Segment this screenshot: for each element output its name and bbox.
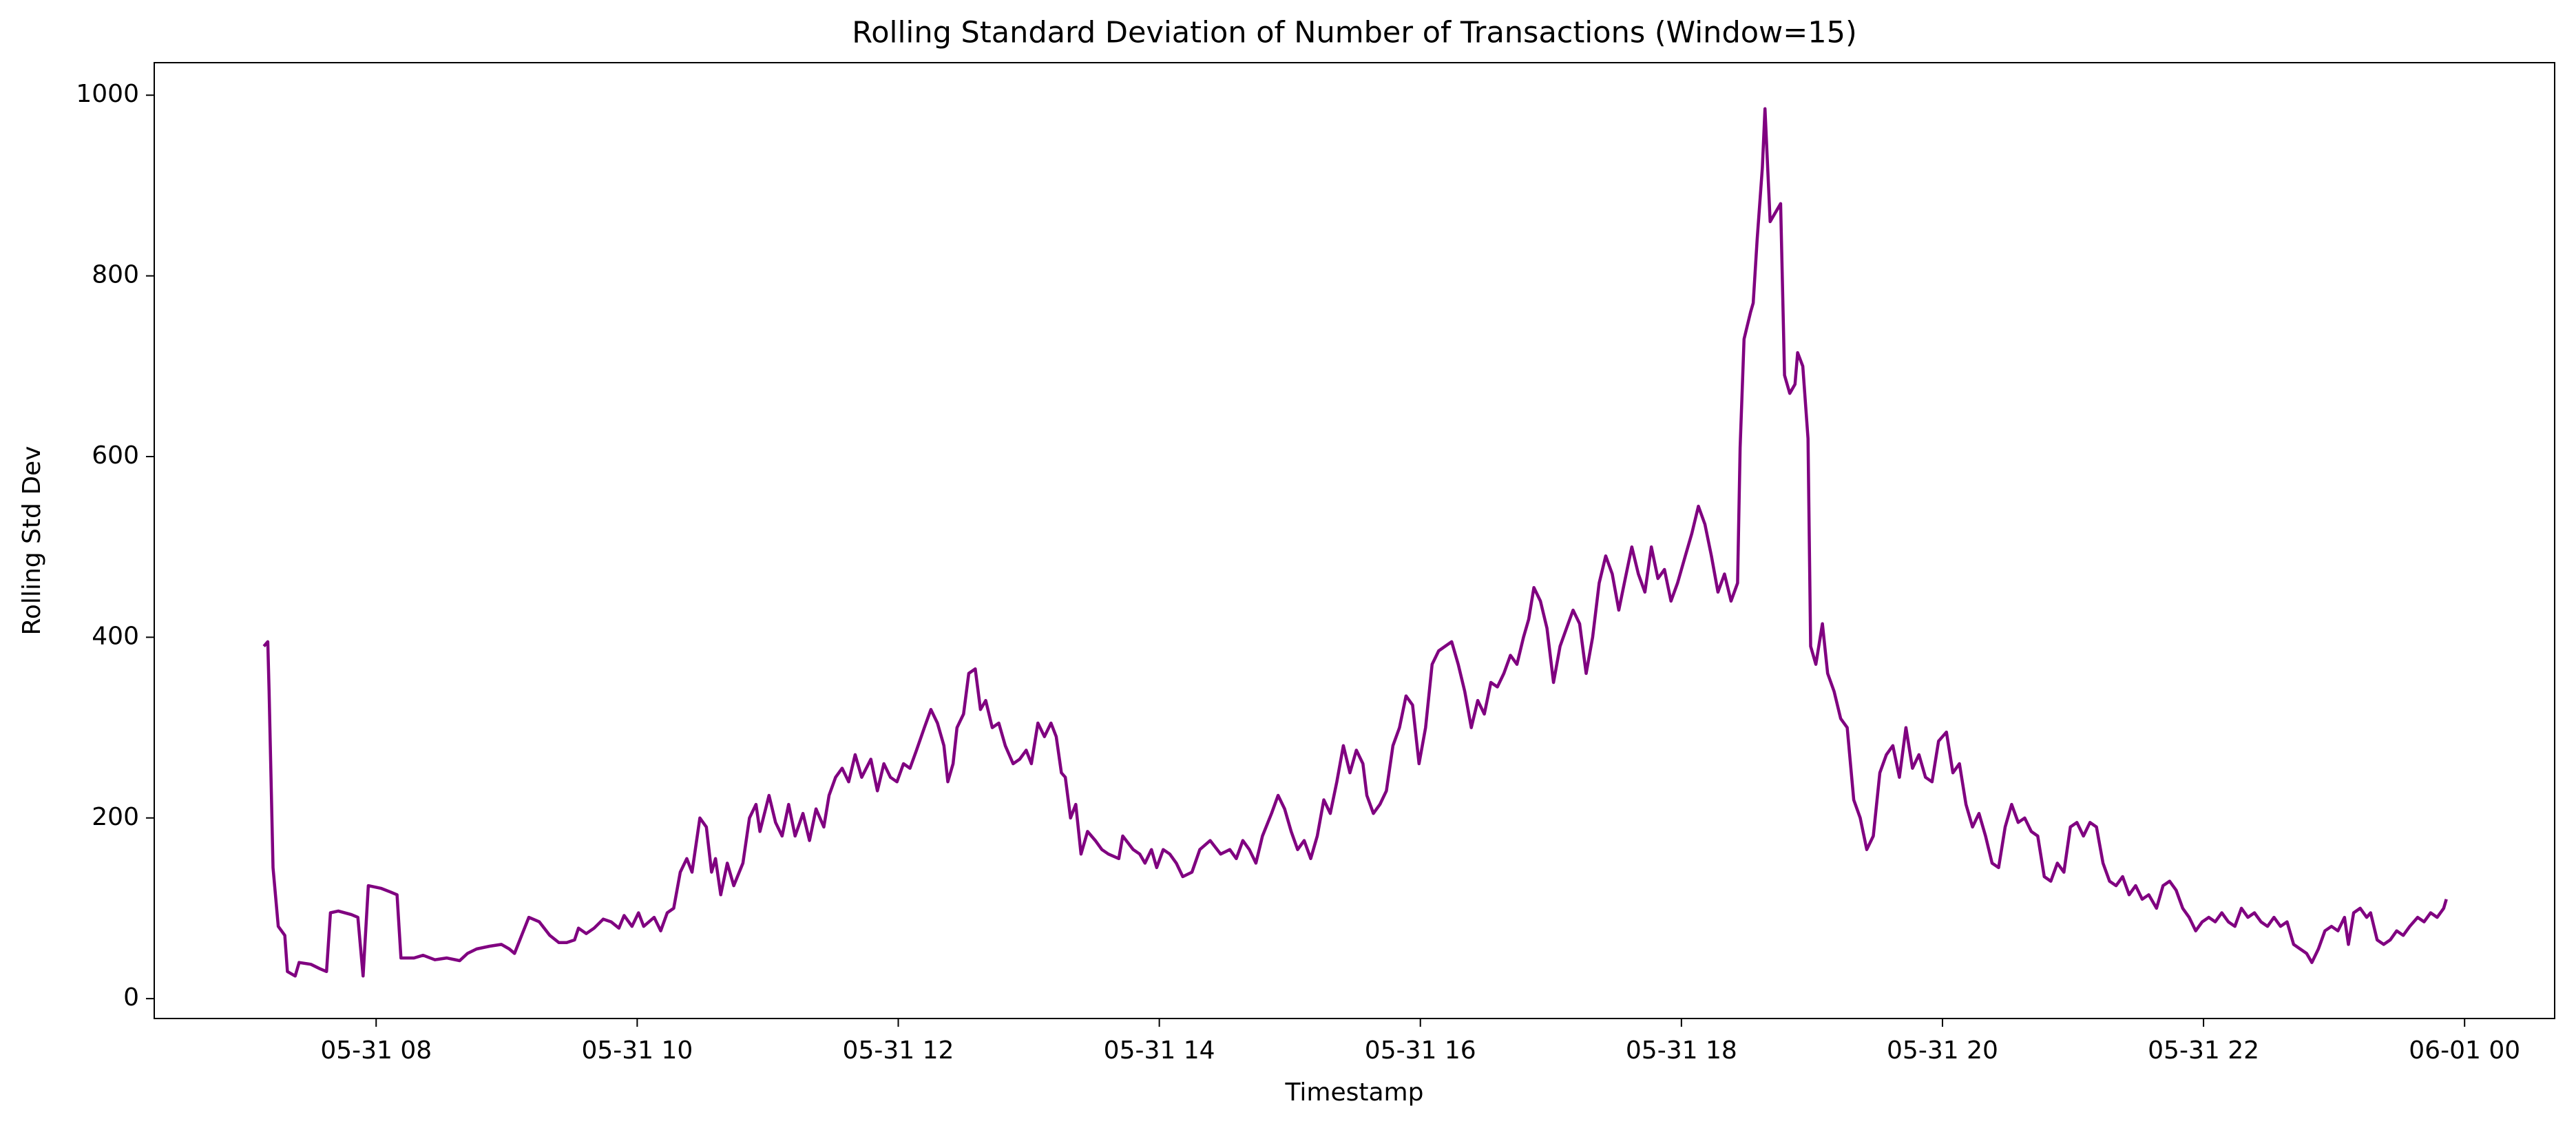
y-tick-label: 0 xyxy=(123,983,139,1012)
x-tick-label: 05-31 20 xyxy=(1887,1036,1998,1065)
x-tick-label: 06-01 00 xyxy=(2409,1036,2520,1065)
y-tick-label: 200 xyxy=(92,803,139,831)
y-tick-label: 600 xyxy=(92,441,139,470)
x-tick-label: 05-31 18 xyxy=(1626,1036,1737,1065)
x-tick-label: 05-31 16 xyxy=(1365,1036,1476,1065)
y-tick-label: 800 xyxy=(92,261,139,289)
y-tick-label: 400 xyxy=(92,622,139,650)
data-line xyxy=(262,107,2448,978)
chart-title: Rolling Standard Deviation of Number of … xyxy=(852,16,1856,50)
x-tick-label: 05-31 12 xyxy=(843,1036,954,1065)
plot-frame xyxy=(154,62,2555,1019)
x-axis-label: Timestamp xyxy=(1285,1078,1424,1107)
x-tick-label: 05-31 08 xyxy=(320,1036,432,1065)
x-tick-label: 05-31 22 xyxy=(2148,1036,2259,1065)
x-tick-label: 05-31 14 xyxy=(1104,1036,1215,1065)
y-tick-label: 1000 xyxy=(76,80,139,108)
x-tick-label: 05-31 10 xyxy=(581,1036,693,1065)
y-axis-label: Rolling Std Dev xyxy=(18,446,46,636)
